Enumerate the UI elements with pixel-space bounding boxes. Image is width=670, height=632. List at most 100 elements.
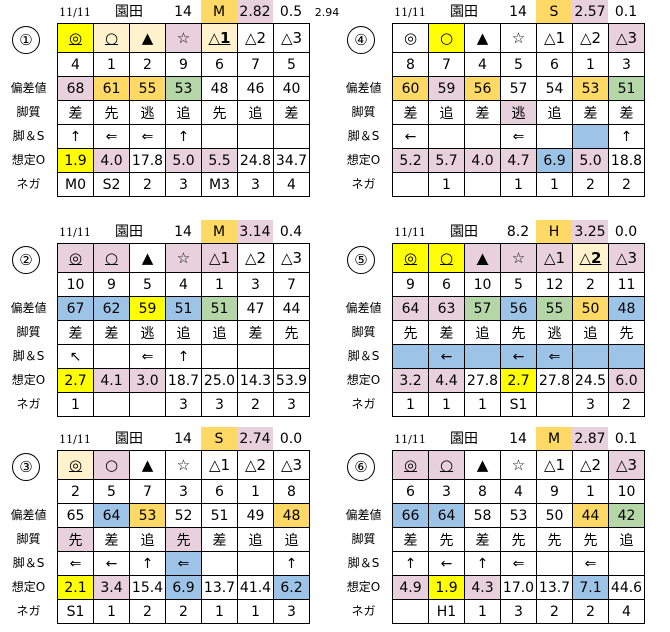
cell-text: 17.8 xyxy=(131,152,164,169)
cell-text: ← xyxy=(105,555,118,572)
running-style-cell: 差 xyxy=(464,527,501,552)
row-expected-odds: 4.9 1.9 4.3 17.0 13.7 7.1 44.6 xyxy=(392,575,645,600)
row-marks: ◎ ○ ▲ ☆ △1 △2 △3 xyxy=(57,23,310,53)
cell-text: ▲ xyxy=(476,29,489,47)
cell-text: 3 xyxy=(215,396,224,413)
marks-cell: ○ xyxy=(428,450,465,480)
negatives-cell: 3 xyxy=(572,392,609,417)
row-label: 想定O xyxy=(11,580,46,594)
expected-odds-cell: 25.0 xyxy=(201,368,238,393)
running-style-cell: 先 xyxy=(500,527,537,552)
cell-text: 先 xyxy=(583,532,598,549)
cell-text: 2 xyxy=(586,603,595,620)
cell-text: 57 xyxy=(473,300,492,317)
deviation-cell: 56 xyxy=(464,76,501,101)
horse-numbers-cell: 5 xyxy=(500,272,537,297)
cell-text: ☆ xyxy=(176,249,191,267)
running-style-cell: 差 xyxy=(93,320,130,345)
cell-text: 15.4 xyxy=(131,579,164,596)
negatives-cell: 1 xyxy=(500,172,537,197)
cell-text: 2 xyxy=(179,603,188,620)
horse-numbers-cell: 11 xyxy=(608,272,645,297)
horse-numbers-cell: 4 xyxy=(464,52,501,77)
cell-text: 1 xyxy=(251,483,260,500)
negatives-cell: 1 xyxy=(464,392,501,417)
running-style-cell: 先 xyxy=(500,320,537,345)
expected-odds-cell: 2.1 xyxy=(57,575,94,600)
header-grade: S xyxy=(201,427,237,450)
horse-numbers-cell: 6 xyxy=(201,52,238,77)
cell-text: △1 xyxy=(543,249,566,267)
horse-numbers-cell: 8 xyxy=(273,479,310,504)
cell-text: 54 xyxy=(545,80,564,97)
negatives-cell: 2 xyxy=(129,172,166,197)
expected-odds-cell: 5.0 xyxy=(572,148,609,173)
expected-odds-cell: 27.8 xyxy=(536,368,573,393)
cell-text: 1 xyxy=(478,396,487,413)
marks-cell: △1 xyxy=(201,243,238,273)
row-leg-speed: ← ← ⇐ xyxy=(392,344,645,369)
row-label: 偏差値 xyxy=(10,81,47,95)
row-negatives: M0 S2 2 3 M3 3 4 xyxy=(57,172,310,197)
negatives-cell: 4 xyxy=(608,599,645,624)
horse-numbers-cell: 2 xyxy=(572,272,609,297)
negatives-cell: S1 xyxy=(57,599,94,624)
running-style-cell: 差 xyxy=(201,527,238,552)
row-negatives: S1 1 2 2 1 1 3 xyxy=(57,599,310,624)
expected-odds-cell: 3.0 xyxy=(129,368,166,393)
negatives-cell: 2 xyxy=(608,172,645,197)
running-style-cell: 逃 xyxy=(500,100,537,125)
cell-text: 3 xyxy=(514,603,523,620)
horse-numbers-cell: 4 xyxy=(165,272,202,297)
cell-text: 66 xyxy=(401,507,420,524)
running-style-cell: 追 xyxy=(273,527,310,552)
row-horse-numbers: 2 5 7 3 6 1 8 xyxy=(57,479,310,504)
row-deviation: 66 64 58 53 50 44 42 xyxy=(392,503,645,528)
marks-cell: ○ xyxy=(428,243,465,273)
cell-text: ↑ xyxy=(141,555,154,572)
race-number: ⑥ xyxy=(347,453,375,481)
deviation-cell: 64 xyxy=(392,296,429,321)
expected-odds-cell: 6.2 xyxy=(273,575,310,600)
cell-text: 2 xyxy=(622,396,631,413)
cell-text: 3 xyxy=(586,396,595,413)
deviation-cell: 48 xyxy=(201,76,238,101)
cell-text: 7 xyxy=(251,56,260,73)
deviation-cell: 40 xyxy=(273,76,310,101)
marks-cell: ▲ xyxy=(129,450,166,480)
leg-speed-cell: ↑ xyxy=(57,124,94,149)
running-style-cell: 差 xyxy=(572,100,609,125)
marks-cell: ☆ xyxy=(500,243,537,273)
expected-odds-cell: 5.7 xyxy=(428,148,465,173)
cell-text: △2 xyxy=(244,456,267,474)
cell-text: 6.9 xyxy=(172,579,195,596)
header-venue: 園田 xyxy=(115,4,143,20)
row-negatives: H1 1 3 2 2 4 xyxy=(392,599,645,624)
leg-speed-cell: ↑ xyxy=(129,551,166,576)
leg-speed-cell xyxy=(273,344,310,369)
marks-cell: △3 xyxy=(273,450,310,480)
horse-numbers-cell: 3 xyxy=(237,272,274,297)
cell-text: 5 xyxy=(107,483,116,500)
running-style-cell: 差 xyxy=(464,100,501,125)
expected-odds-cell: 1.9 xyxy=(57,148,94,173)
running-style-cell: 追 xyxy=(237,527,274,552)
expected-odds-cell: 4.0 xyxy=(464,148,501,173)
cell-text: 56 xyxy=(473,80,492,97)
leg-speed-cell: ← xyxy=(392,124,429,149)
cell-text: △2 xyxy=(579,249,602,267)
cell-text: ⇐ xyxy=(548,348,561,365)
leg-speed-cell xyxy=(392,344,429,369)
horse-numbers-cell: 2 xyxy=(57,479,94,504)
cell-text: 46 xyxy=(246,80,265,97)
cell-text: 差 xyxy=(403,532,418,549)
row-label: 偏差値 xyxy=(345,508,382,522)
header-diff: 0.0 xyxy=(614,224,638,240)
row-negatives: 1 3 3 2 3 xyxy=(57,392,310,417)
deviation-cell: 65 xyxy=(57,503,94,528)
cell-text: 先 xyxy=(68,532,83,549)
cell-text: 6.2 xyxy=(280,579,303,596)
expected-odds-cell: 13.7 xyxy=(536,575,573,600)
header-date: 11/11 xyxy=(394,6,426,19)
row-running-style: 先差追先逃追先 xyxy=(392,320,645,345)
